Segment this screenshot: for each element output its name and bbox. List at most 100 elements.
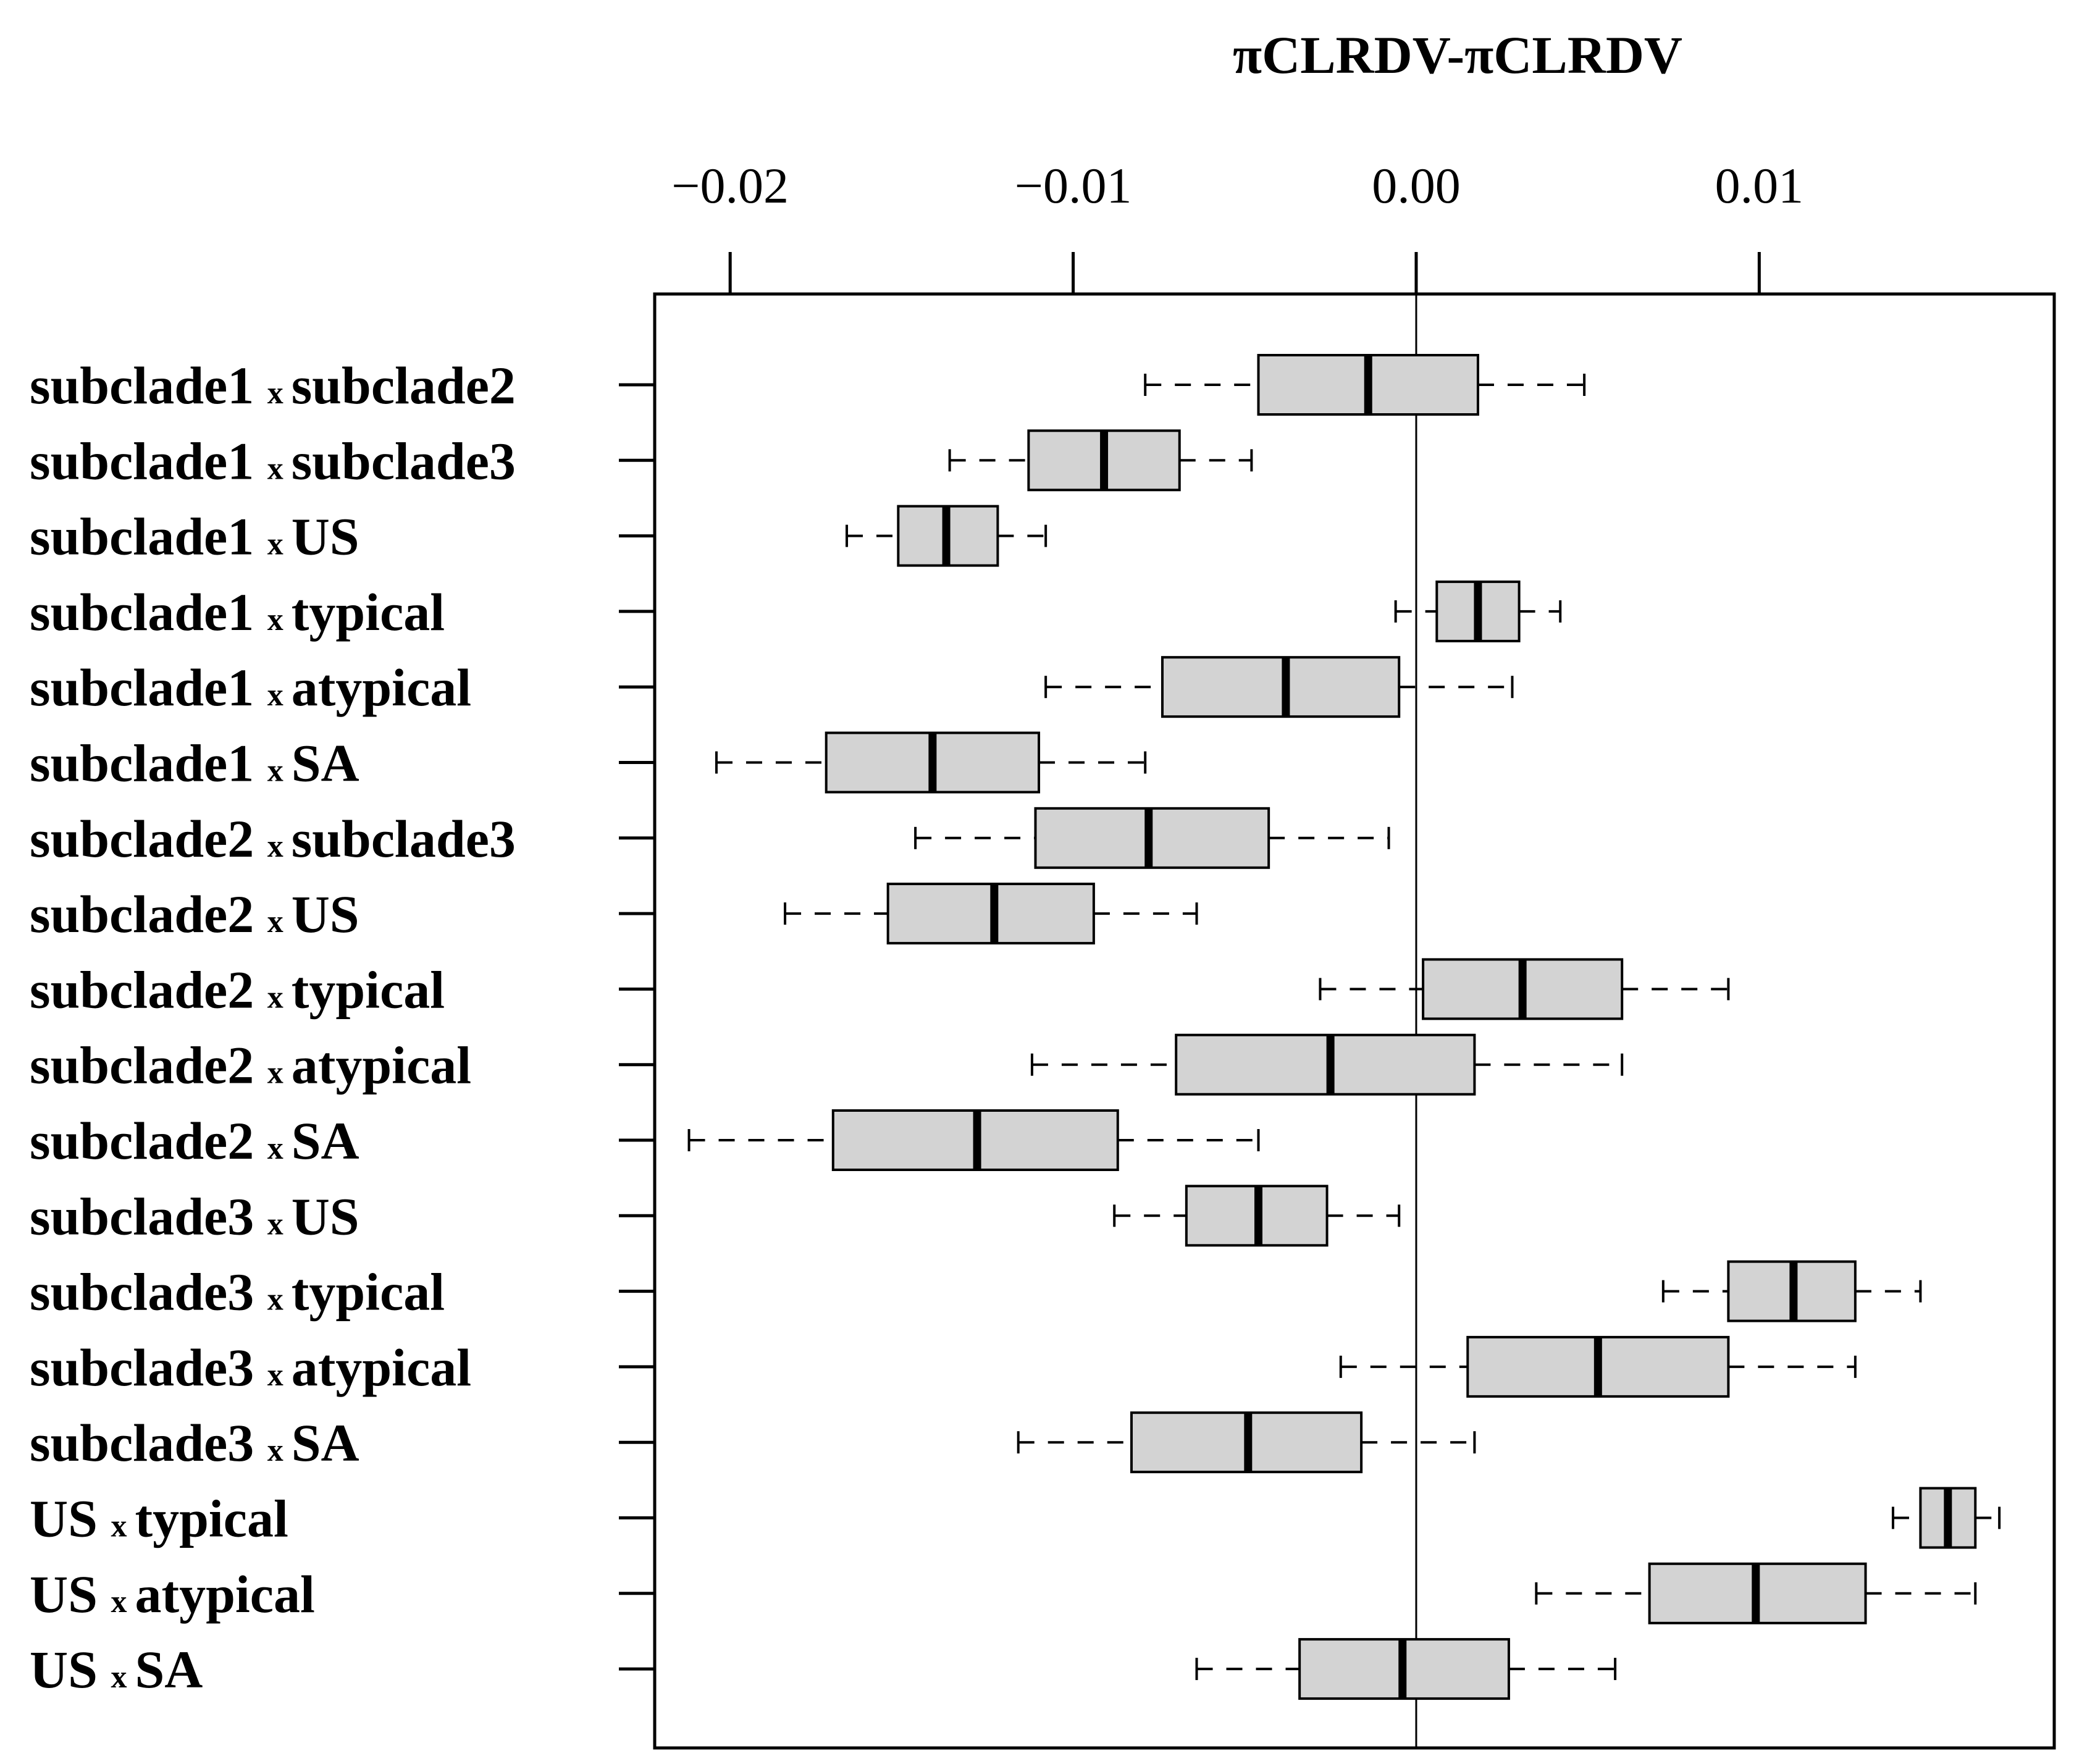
label-right: SA <box>292 734 359 793</box>
label-left: subclade1 <box>30 507 267 566</box>
label-left: subclade3 <box>30 1186 267 1246</box>
category-label-5: subclade1 x SA <box>30 734 359 793</box>
label-left: subclade1 <box>30 582 267 642</box>
label-separator: x <box>267 754 292 789</box>
box-row-2 <box>846 505 1047 567</box>
category-label-2: subclade1 x US <box>30 507 359 566</box>
label-right: subclade2 <box>292 356 516 415</box>
box-row-9 <box>1030 1033 1624 1096</box>
category-label-9: subclade2 x atypical <box>30 1036 471 1095</box>
label-separator: x <box>267 602 292 637</box>
box-row-17 <box>1195 1638 1617 1700</box>
label-right: typical <box>292 960 445 1019</box>
label-right: US <box>292 507 359 566</box>
iqr-box <box>1161 656 1401 718</box>
label-right: subclade3 <box>292 431 516 490</box>
label-separator: x <box>267 1282 292 1317</box>
label-left: subclade1 <box>30 734 267 793</box>
label-left: subclade1 <box>30 658 267 717</box>
box-row-7 <box>784 883 1198 945</box>
box-row-11 <box>1113 1185 1401 1247</box>
label-left: subclade3 <box>30 1413 267 1472</box>
box-row-16 <box>1535 1562 1977 1624</box>
label-separator: x <box>267 678 292 713</box>
category-label-10: subclade2 x SA <box>30 1111 359 1170</box>
category-label-15: US x typical <box>30 1489 288 1548</box>
category-label-6: subclade2 x subclade3 <box>30 809 516 868</box>
label-separator: x <box>267 527 292 562</box>
label-left: US <box>30 1489 111 1548</box>
x-tick-label-3: 0.01 <box>1715 158 1804 214</box>
box-row-1 <box>948 429 1253 492</box>
box-row-3 <box>1394 580 1562 642</box>
category-label-17: US x SA <box>30 1640 203 1699</box>
category-label-8: subclade2 x typical <box>30 960 445 1019</box>
label-separator: x <box>267 1131 292 1166</box>
boxes <box>687 354 2001 1700</box>
category-label-7: subclade2 x US <box>30 884 359 944</box>
x-tick-label-2: 0.00 <box>1372 158 1461 214</box>
box-row-12 <box>1661 1260 1922 1322</box>
category-label-11: subclade3 x US <box>30 1186 359 1246</box>
label-separator: x <box>267 451 292 486</box>
label-left: subclade2 <box>30 884 267 944</box>
category-label-13: subclade3 x atypical <box>30 1338 471 1397</box>
label-right: US <box>292 884 359 944</box>
label-left: subclade3 <box>30 1338 267 1397</box>
label-left: subclade2 <box>30 1111 267 1170</box>
label-separator: x <box>111 1509 135 1544</box>
label-right: typical <box>292 582 445 642</box>
plot-frame <box>653 292 2056 1750</box>
box-row-8 <box>1319 958 1730 1020</box>
label-right: typical <box>292 1262 445 1322</box>
label-left: subclade1 <box>30 356 267 415</box>
label-right: atypical <box>292 658 471 717</box>
label-right: typical <box>135 1489 288 1548</box>
label-separator: x <box>267 904 292 939</box>
label-right: atypical <box>292 1338 471 1397</box>
label-separator: x <box>267 829 292 864</box>
chart-title: πCLRDV-πCLRDV <box>1233 25 1682 85</box>
x-tick-label-0: −0.02 <box>671 158 789 214</box>
label-right: SA <box>292 1413 359 1472</box>
iqr-box <box>1175 1033 1476 1096</box>
label-separator: x <box>267 1433 292 1468</box>
label-separator: x <box>111 1584 135 1619</box>
label-separator: x <box>111 1660 135 1695</box>
label-left: subclade3 <box>30 1262 267 1322</box>
label-left: subclade2 <box>30 1036 267 1095</box>
label-left: US <box>30 1640 111 1699</box>
label-separator: x <box>267 1056 292 1091</box>
label-right: SA <box>135 1640 203 1699</box>
x-tick-label-1: −0.01 <box>1015 158 1132 214</box>
category-label-16: US x atypical <box>30 1564 315 1624</box>
box-row-6 <box>914 807 1390 869</box>
label-left: subclade2 <box>30 960 267 1019</box>
box-row-14 <box>1017 1411 1476 1474</box>
category-label-1: subclade1 x subclade3 <box>30 431 516 490</box>
label-separator: x <box>267 1206 292 1241</box>
label-right: atypical <box>292 1036 471 1095</box>
category-label-0: subclade1 x subclade2 <box>30 356 516 415</box>
box-row-4 <box>1044 656 1514 718</box>
box-row-10 <box>687 1109 1260 1171</box>
box-row-15 <box>1891 1487 2001 1549</box>
label-right: US <box>292 1186 359 1246</box>
label-left: US <box>30 1564 111 1624</box>
category-label-12: subclade3 x typical <box>30 1262 445 1322</box>
box-row-13 <box>1339 1335 1857 1398</box>
label-separator: x <box>267 980 292 1015</box>
axis-layer: −0.02 −0.01 0.00 0.01 <box>619 158 2056 1750</box>
label-right: atypical <box>135 1564 314 1624</box>
label-left: subclade1 <box>30 431 267 490</box>
category-label-3: subclade1 x typical <box>30 582 445 642</box>
label-right: subclade3 <box>292 809 516 868</box>
category-label-4: subclade1 x atypical <box>30 658 471 717</box>
label-left: subclade2 <box>30 809 267 868</box>
label-separator: x <box>267 376 292 411</box>
box-row-0 <box>1144 354 1586 416</box>
label-separator: x <box>267 1358 292 1393</box>
